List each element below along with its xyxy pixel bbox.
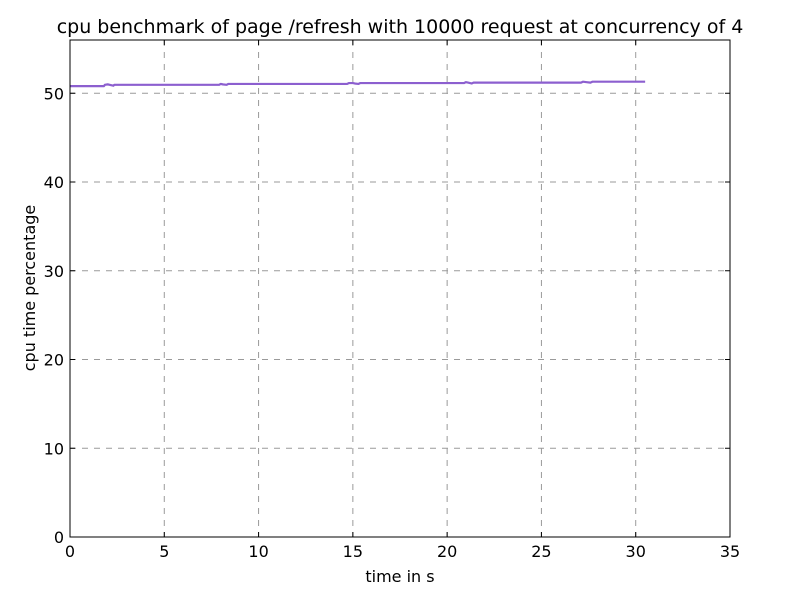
y-tick-label: 0 (54, 528, 64, 547)
chart-title: cpu benchmark of page /refresh with 1000… (57, 16, 744, 38)
y-tick-label: 50 (44, 84, 64, 103)
x-tick-label: 25 (531, 542, 551, 561)
x-tick-label: 15 (343, 542, 363, 561)
x-tick-label: 20 (437, 542, 457, 561)
series-layer (70, 80, 646, 88)
x-tick-label: 35 (720, 542, 740, 561)
y-tick-label: 40 (44, 173, 64, 192)
x-axis-label: time in s (365, 567, 434, 586)
ticks: 0 5 10 15 20 25 30 35 0 10 20 30 40 50 (44, 40, 740, 561)
x-tick-label: 10 (248, 542, 268, 561)
grid (70, 40, 730, 537)
y-tick-label: 10 (44, 439, 64, 458)
x-tick-label: 0 (65, 542, 75, 561)
y-axis-label: cpu time percentage (20, 205, 39, 372)
x-tick-label: 5 (159, 542, 169, 561)
series-line-0 (70, 80, 646, 88)
y-tick-label: 30 (44, 262, 64, 281)
y-tick-label: 20 (44, 351, 64, 370)
x-tick-label: 30 (626, 542, 646, 561)
plot-frame (69, 39, 731, 538)
